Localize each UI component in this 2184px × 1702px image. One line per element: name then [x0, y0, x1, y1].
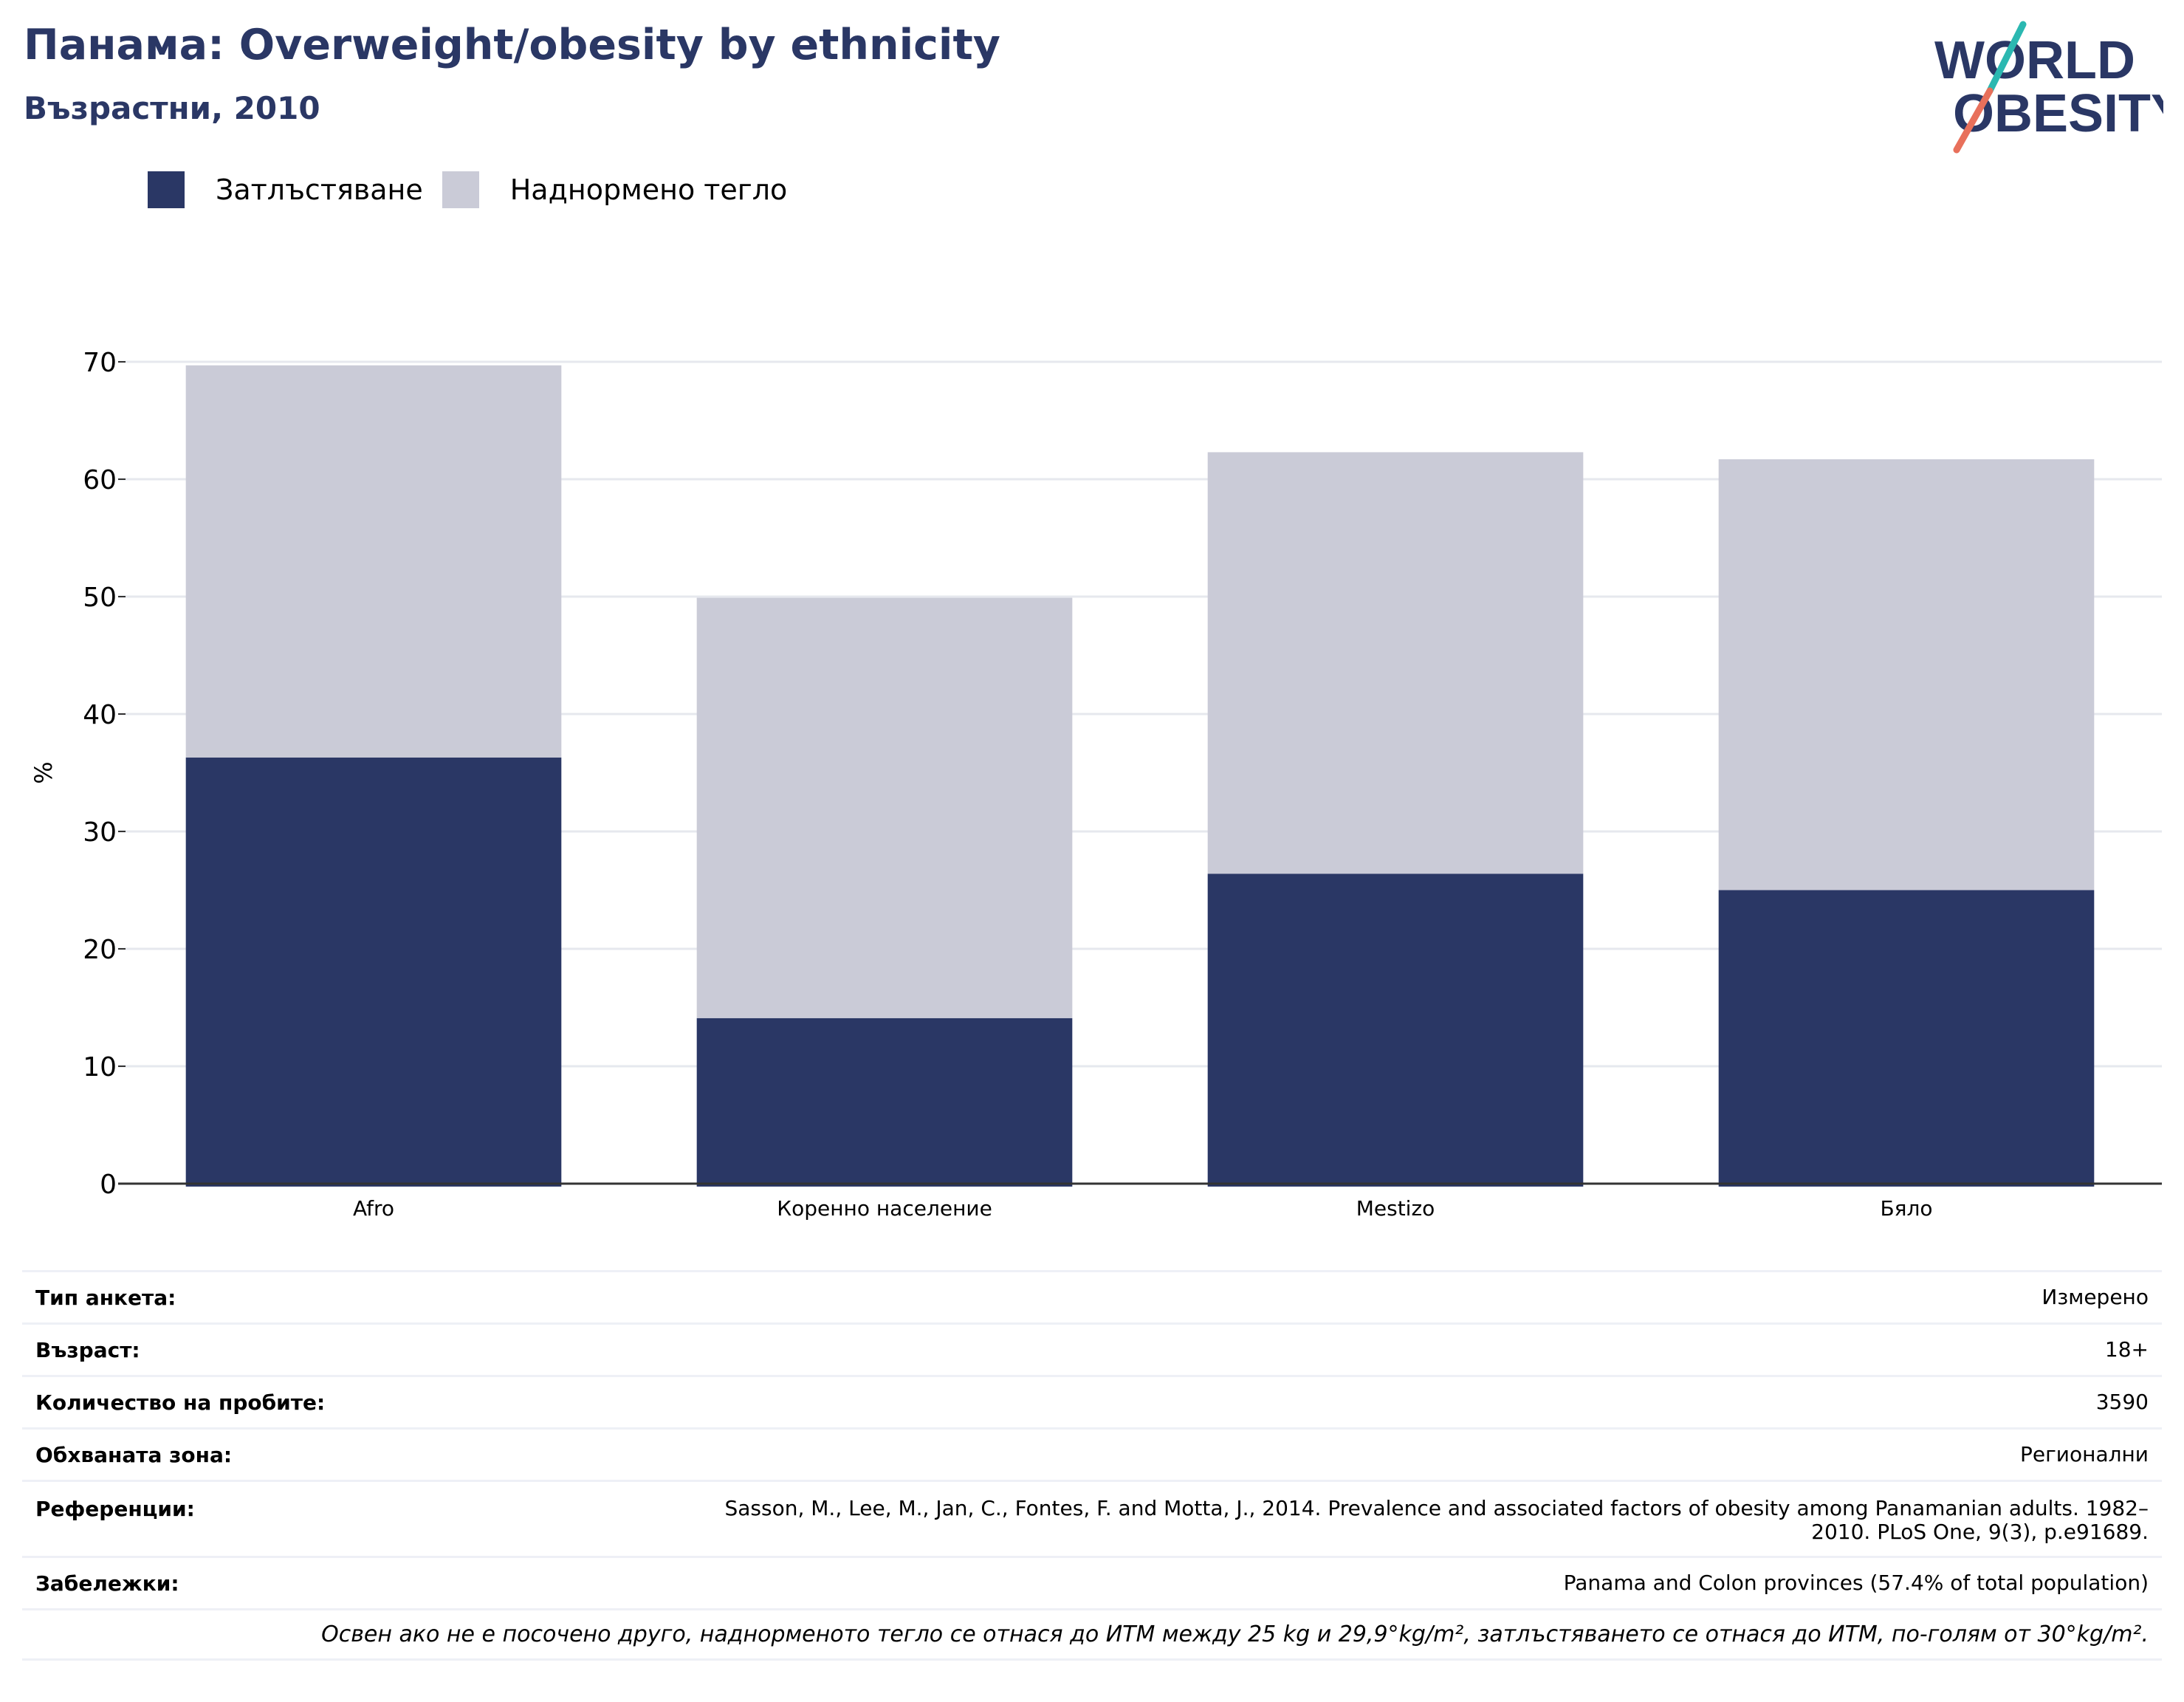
bar-overweight[interactable]	[1718, 459, 2095, 891]
bar-layer	[185, 365, 2095, 1187]
logo-line1: WORLD	[1934, 31, 2135, 90]
meta-value-sample-size: 3590	[2095, 1390, 2149, 1414]
meta-label-coverage: Обхваната зона:	[35, 1442, 233, 1467]
y-tick-label: 20	[83, 935, 117, 965]
axis-layer: 0 10 20 30 40 50 60 70% Afro Коренно население Mes…	[30, 348, 2162, 1221]
bar-overweight[interactable]	[696, 597, 1073, 1018]
meta-row-footnote: Освен ако не е посочено друго, наднормен…	[22, 1608, 2162, 1661]
y-tick-label: 70	[83, 348, 117, 378]
meta-row-sample-size: Количество на пробите: 3590	[22, 1375, 2162, 1427]
meta-value-survey-type: Измерено	[2042, 1285, 2149, 1309]
bar-obesity[interactable]	[1207, 874, 1584, 1187]
bar-overweight[interactable]	[185, 365, 562, 758]
meta-value-age: 18+	[2104, 1337, 2149, 1362]
chart-legend: Затлъстяване Наднормено тегло	[148, 170, 806, 210]
chart-subtitle: Възрастни, 2010	[24, 90, 320, 126]
chart-title: Панама: Overweight/obesity by ethnicity	[24, 21, 1000, 69]
logo-slash-bottom	[1953, 87, 1994, 154]
meta-value-notes: Panama and Colon provinces (57.4% of tot…	[1563, 1571, 2149, 1595]
bar-overweight[interactable]	[1207, 452, 1584, 874]
x-tick-label: Коренно население	[777, 1196, 992, 1221]
meta-row-age: Възраст: 18+	[22, 1322, 2162, 1375]
legend-swatch-overweight	[442, 171, 479, 208]
meta-value-coverage: Регионални	[2019, 1442, 2149, 1466]
logo-slash-top	[1986, 21, 2027, 95]
meta-row-coverage: Обхваната зона: Регионални	[22, 1427, 2162, 1480]
y-tick-label: 30	[83, 817, 117, 848]
bar-obesity[interactable]	[1718, 890, 2095, 1187]
meta-label-sample-size: Количество на пробите:	[35, 1390, 326, 1415]
y-tick-label: 10	[83, 1052, 117, 1082]
legend-label-obesity: Затлъстяване	[216, 174, 423, 206]
meta-footnote: Освен ако не е посочено друго, наднормен…	[321, 1622, 2149, 1647]
bar-obesity[interactable]	[185, 757, 562, 1187]
survey-details-table: Тип анкета: Измерено Възраст: 18+ Количе…	[22, 1270, 2162, 1661]
meta-label-age: Възраст:	[35, 1337, 140, 1362]
x-tick-label: Afro	[353, 1196, 394, 1221]
x-tick-label: Бяло	[1880, 1196, 1932, 1221]
stacked-bar-chart: 0 10 20 30 40 50 60 70% Afro Коренно население Mes…	[30, 348, 2162, 1221]
x-tick-label: Mestizo	[1356, 1196, 1435, 1221]
y-tick-label: 40	[83, 700, 117, 730]
y-tick-label: 60	[83, 465, 117, 495]
meta-value-references: Sasson, M., Lee, M., Jan, C., Fontes, F.…	[724, 1496, 2149, 1544]
logo-line2: OBESITY	[1953, 84, 2163, 143]
y-axis-label: %	[30, 761, 58, 783]
bar-obesity[interactable]	[696, 1018, 1073, 1187]
legend-label-overweight: Наднормено тегло	[509, 174, 788, 206]
meta-row-references: Референции: Sasson, M., Lee, M., Jan, C.…	[22, 1480, 2162, 1556]
y-tick-label: 50	[83, 583, 117, 613]
meta-label-references: Референции:	[35, 1497, 195, 1521]
legend-swatch-obesity	[148, 171, 185, 208]
legend-item-obesity[interactable]: Затлъстяване	[148, 171, 423, 208]
meta-label-survey-type: Тип анкета:	[35, 1285, 176, 1310]
meta-label-notes: Забележки:	[35, 1571, 179, 1596]
world-obesity-logo: WORLD OBESITY	[1934, 21, 2163, 154]
meta-row-survey-type: Тип анкета: Измерено	[22, 1270, 2162, 1322]
y-tick-label: 0	[100, 1170, 117, 1200]
meta-row-notes: Забележки: Panama and Colon provinces (5…	[22, 1556, 2162, 1608]
legend-item-overweight[interactable]: Наднормено тегло	[442, 171, 788, 208]
